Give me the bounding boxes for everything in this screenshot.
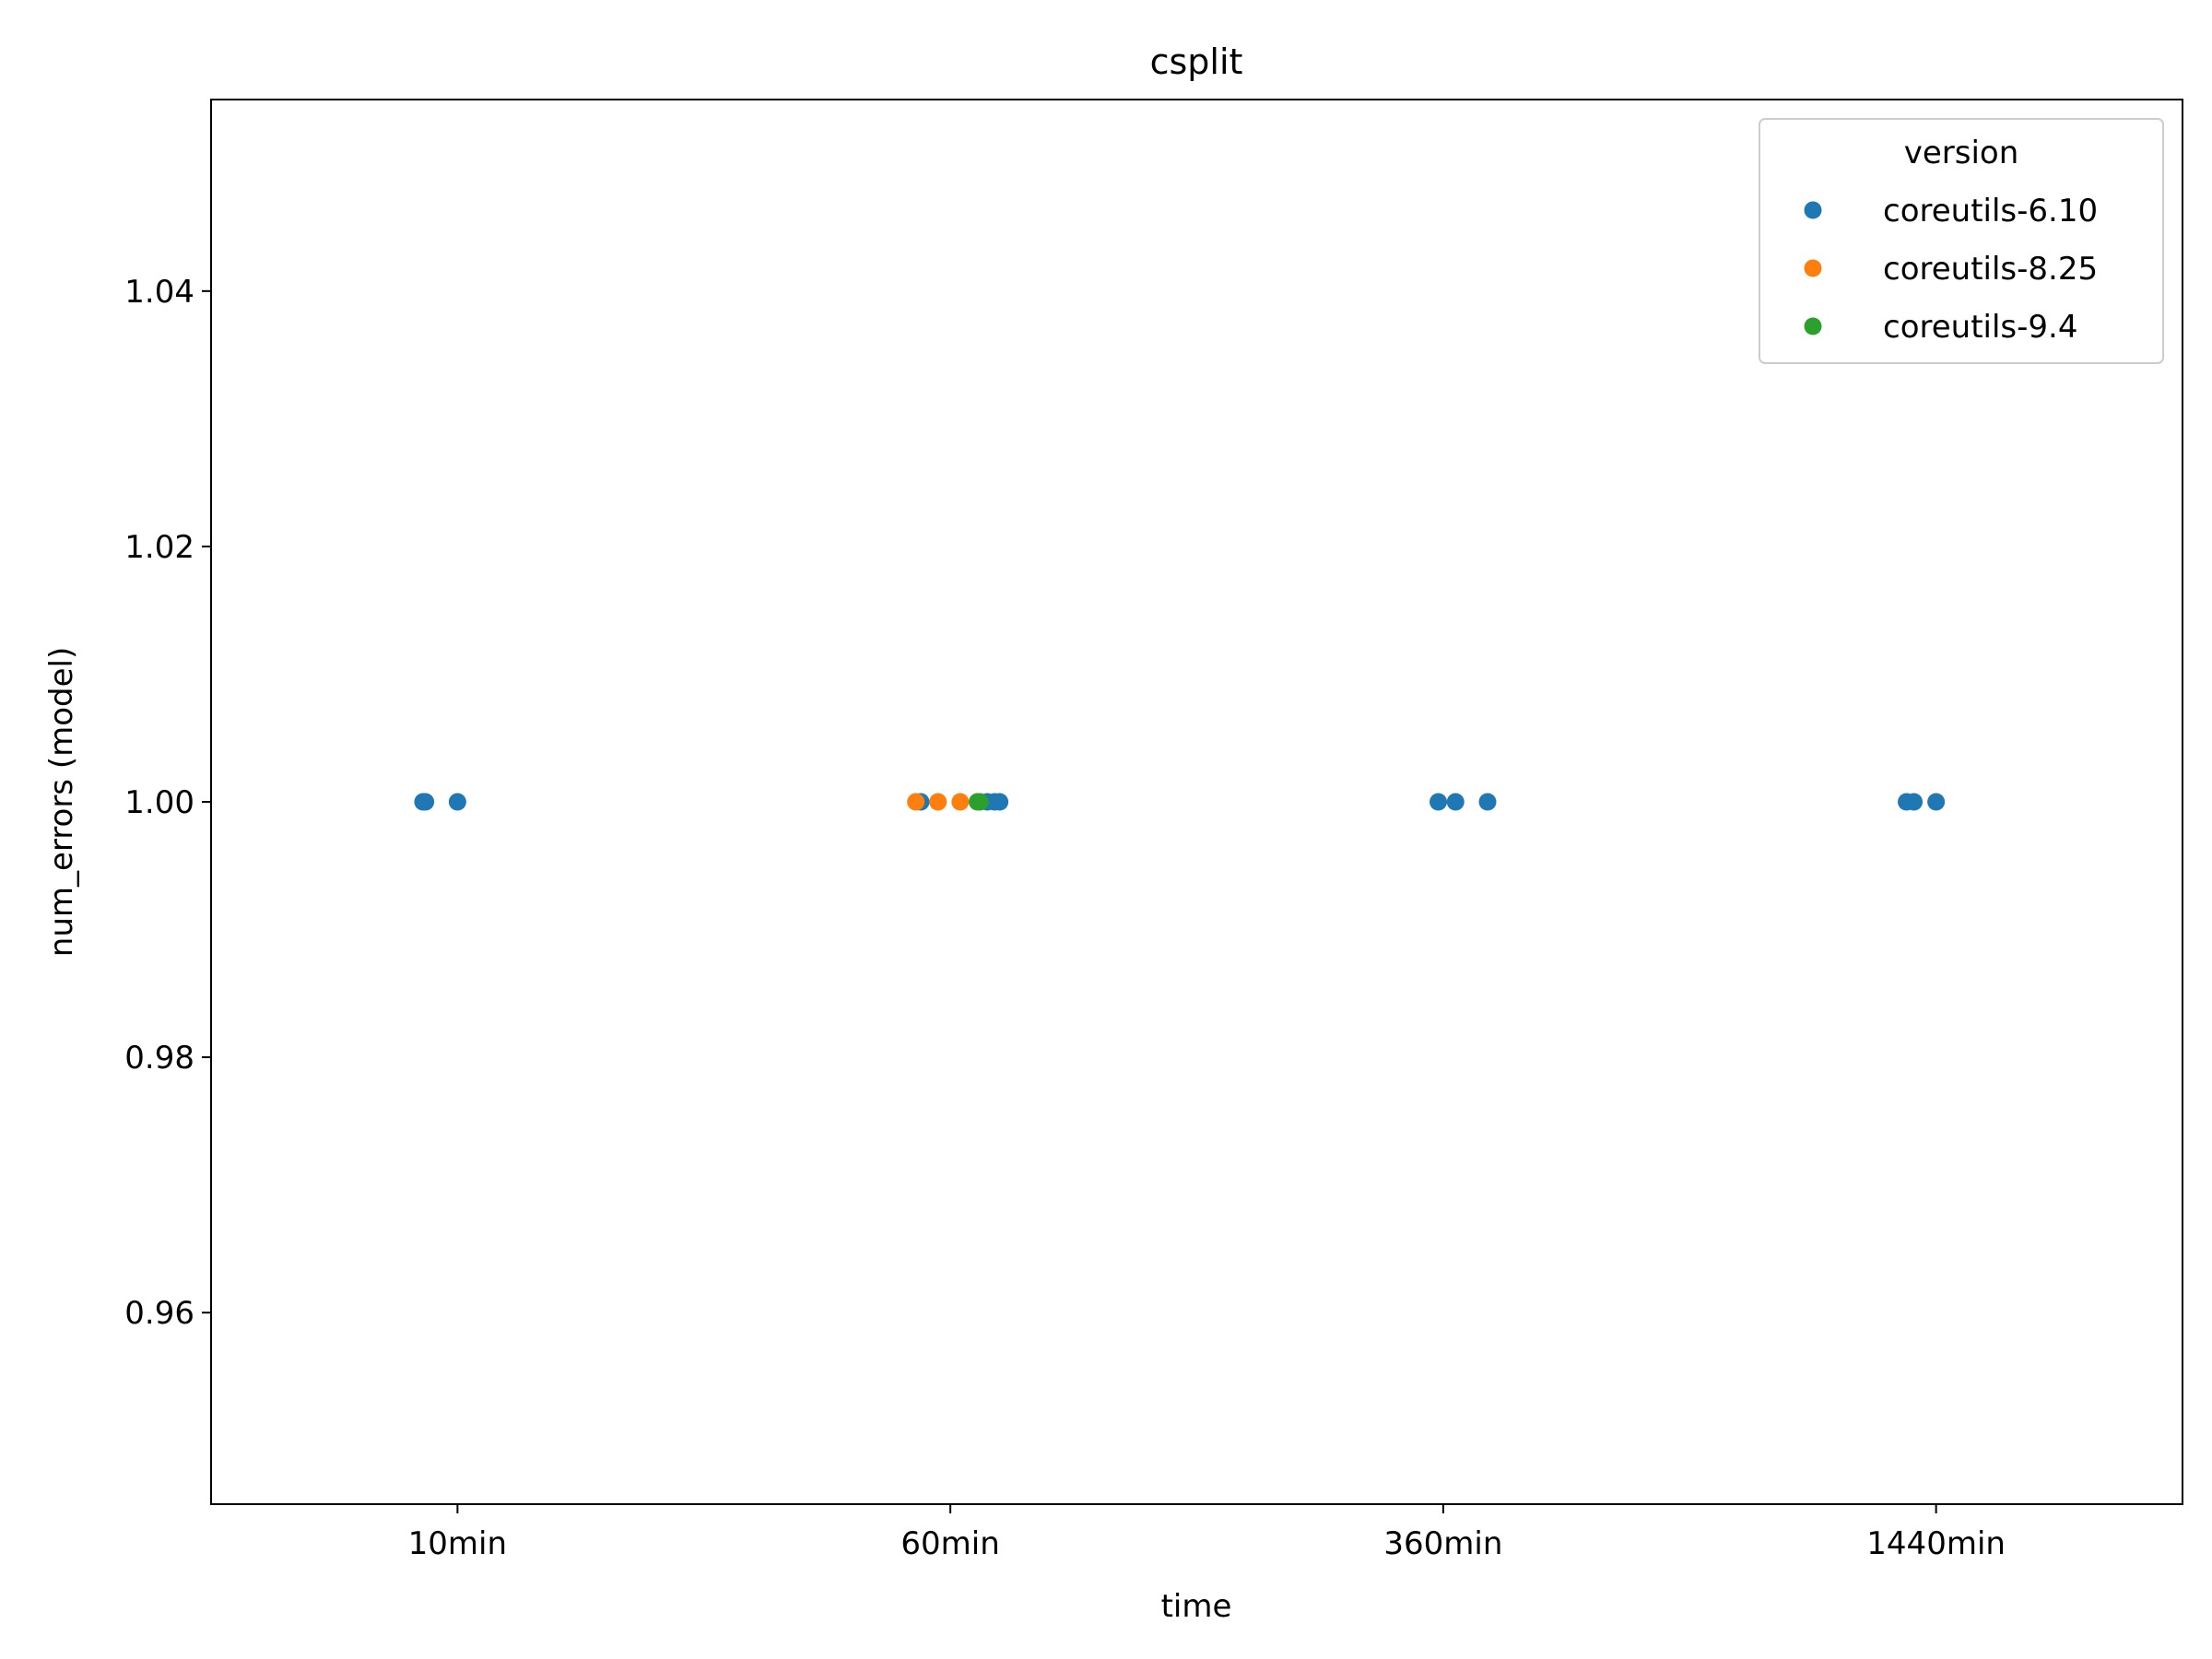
y-tick-label: 0.96 [124, 1295, 194, 1332]
y-tick-label: 1.04 [124, 274, 194, 311]
legend-box [1759, 118, 2164, 364]
data-point [448, 793, 466, 811]
data-point [951, 793, 970, 811]
chart-title: csplit [1150, 41, 1243, 82]
data-point [929, 793, 947, 811]
legend: version coreutils-6.10coreutils-8.25core… [1759, 118, 2164, 364]
y-axis-ticks: 0.96 0.98 1.00 1.02 1.04 [124, 274, 211, 1332]
legend-marker [1804, 259, 1822, 277]
x-tick-label: 10min [408, 1525, 507, 1562]
data-point [1905, 793, 1924, 811]
series-group [969, 793, 989, 811]
data-point [417, 793, 435, 811]
series-group [414, 793, 1946, 811]
data-point [991, 793, 1009, 811]
x-tick-label: 360min [1383, 1525, 1502, 1562]
legend-entries: coreutils-6.10 coreutils-8.25 coreutils-9.… [1804, 193, 2098, 346]
legend-marker [1804, 201, 1822, 219]
series-group [907, 793, 970, 811]
data-point [1927, 793, 1946, 811]
x-axis-ticks: 10min 60min 360min 1440min [408, 1504, 2006, 1562]
x-tick-label: 1440min [1866, 1525, 2006, 1562]
data-point [907, 793, 925, 811]
legend-title: version [1904, 135, 2019, 171]
legend-label: coreutils-8.25 [1883, 251, 2098, 288]
data-point [1446, 793, 1465, 811]
y-tick-label: 0.98 [124, 1040, 194, 1077]
data-point [971, 793, 989, 811]
legend-marker [1804, 317, 1822, 335]
x-tick-label: 60min [900, 1525, 999, 1562]
legend-label: coreutils-9.4 [1883, 309, 2077, 346]
y-tick-label: 1.00 [124, 784, 194, 821]
x-axis-label: time [1161, 1588, 1232, 1625]
y-tick-label: 1.02 [124, 529, 194, 566]
data-point [1430, 793, 1448, 811]
y-axis-label: num_errors (model) [43, 647, 80, 957]
points-layer [414, 793, 1946, 811]
legend-label: coreutils-6.10 [1883, 193, 2098, 229]
data-point [1478, 793, 1497, 811]
